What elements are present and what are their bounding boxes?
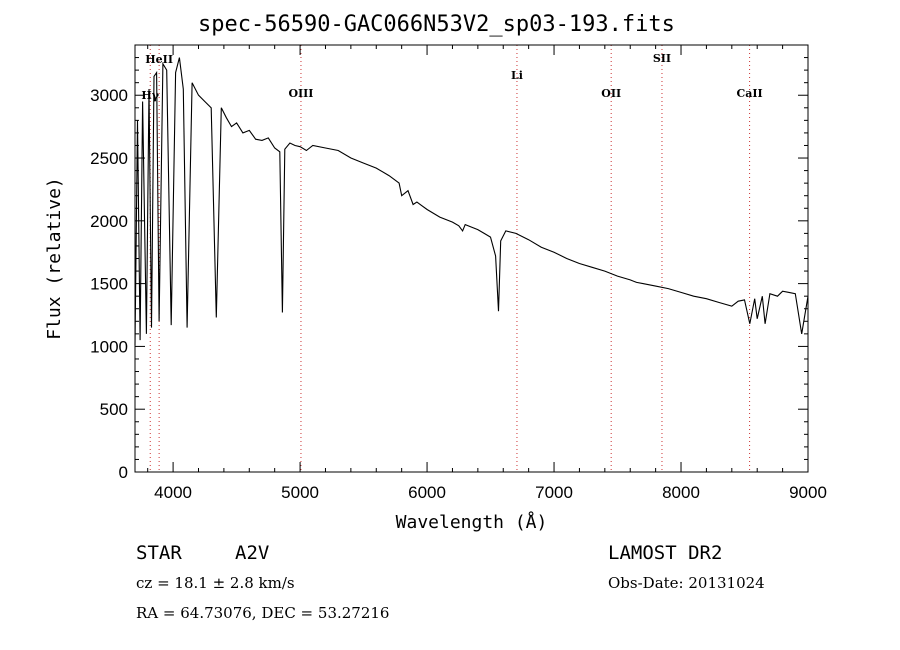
plot-frame xyxy=(134,44,809,473)
x-axis-label: Wavelength (Å) xyxy=(396,511,548,533)
object-class: STAR xyxy=(136,542,182,564)
chart-title: spec-56590-GAC066N53V2_sp03-193.fits xyxy=(198,12,675,37)
y-tick-label: 1000 xyxy=(90,337,128,356)
y-axis-label: Flux (relative) xyxy=(44,177,65,340)
x-tick-label: 8000 xyxy=(662,483,700,502)
x-tick-label: 4000 xyxy=(154,483,192,502)
marker-label: Li xyxy=(511,69,523,82)
survey-label: LAMOST DR2 xyxy=(608,542,723,564)
y-tick-label: 2500 xyxy=(90,149,128,168)
marker-label: OII xyxy=(601,87,621,100)
spectrum-line xyxy=(134,57,809,346)
marker-label: OIII xyxy=(288,87,313,100)
redshift-text: cz = 18.1 ± 2.8 km/s xyxy=(136,574,295,592)
marker-label: CaII xyxy=(736,87,762,100)
x-tick-label: 6000 xyxy=(408,483,446,502)
marker-label: SII xyxy=(653,52,671,65)
axis-ticks: 4000 5000 6000 7000 8000 9000 0 500 1000 1500 2000… xyxy=(90,44,827,502)
x-tick-label: 5000 xyxy=(281,483,319,502)
y-tick-label: 2000 xyxy=(90,212,128,231)
marker-label: Hγ xyxy=(141,89,159,102)
y-tick-label: 3000 xyxy=(90,86,128,105)
coords-text: RA = 64.73076, DEC = 53.27216 xyxy=(136,604,390,622)
y-tick-label: 500 xyxy=(100,400,128,419)
y-tick-label: 1500 xyxy=(90,275,128,294)
x-tick-label: 9000 xyxy=(789,483,827,502)
marker-label: HeII xyxy=(145,53,173,66)
object-subclass: A2V xyxy=(235,542,270,564)
y-tick-label: 0 xyxy=(119,463,128,482)
x-tick-label: 7000 xyxy=(535,483,573,502)
obs-date-text: Obs-Date: 20131024 xyxy=(608,574,765,592)
line-markers: Hγ HeII OIII Li OII SII CaII xyxy=(141,45,763,472)
